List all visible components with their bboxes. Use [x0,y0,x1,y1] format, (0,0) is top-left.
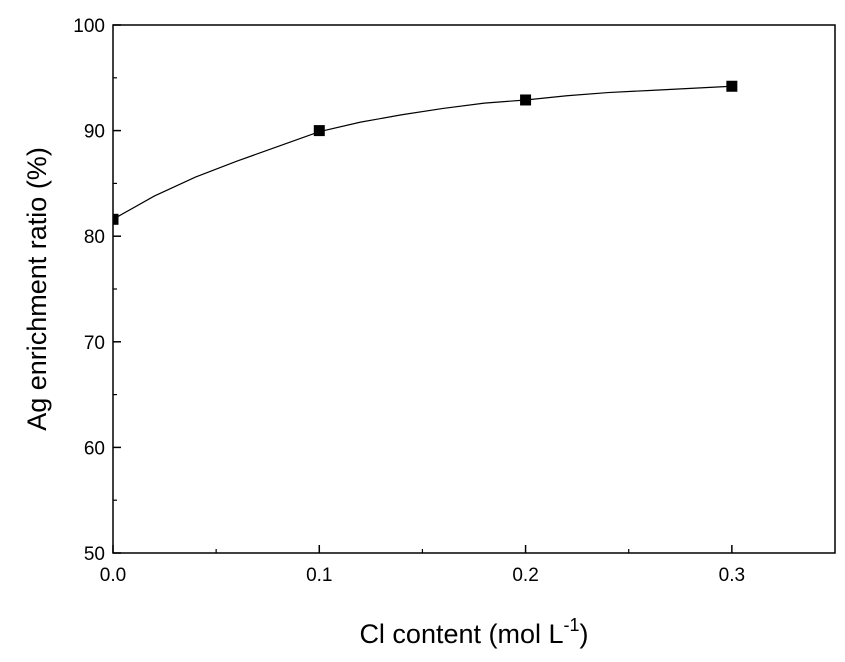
x-axis-title: Cl content (mol L-1) [359,615,588,649]
data-markers [113,80,738,225]
data-point [726,80,738,92]
y-tick-label: 80 [84,227,105,248]
fit-curve [112,85,732,220]
x-axis-title-main: Cl content (mol L [359,619,563,649]
y-tick-label: 70 [84,333,105,354]
y-tick-label: 60 [84,438,105,459]
y-tick-label: 100 [73,16,105,37]
y-axis-title: Ag enrichment ratio (%) [22,147,52,431]
x-tick-label: 0.2 [512,565,538,586]
x-tick-label: 0.1 [306,565,332,586]
y-tick-label: 50 [84,544,105,565]
y-tick-label: 90 [84,122,105,143]
x-tick-label: 0.0 [100,565,126,586]
x-axis-title-superscript: -1 [564,615,580,635]
x-axis-ticks: 0.0 0.1 0.2 0.3 [100,545,745,586]
data-point [313,125,325,137]
data-point [520,94,532,106]
x-axis-title-end: ) [580,619,589,649]
data-point [113,213,119,225]
y-axis-ticks: 50 60 70 80 90 100 [73,16,121,565]
x-tick-label: 0.3 [719,565,745,586]
